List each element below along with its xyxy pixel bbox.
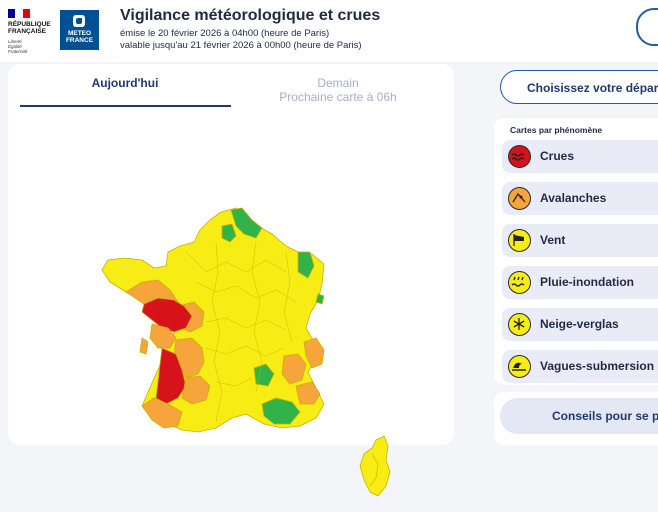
map-orange-isere[interactable] — [295, 381, 321, 405]
map-orange-coast[interactable] — [139, 337, 149, 355]
tab-tomorrow[interactable]: Demain Prochaine carte à 06h — [238, 76, 438, 104]
phenomenon-crues[interactable]: Crues — [502, 140, 658, 173]
flood-waves-icon — [508, 145, 531, 168]
rf-motto: Liberté Égalité Fraternité — [8, 39, 28, 54]
valid-until: valable jusqu'au 21 février 2026 à 00h00… — [120, 40, 362, 51]
map-mainland-yellow[interactable] — [101, 207, 325, 433]
map-green-massif-central[interactable] — [253, 363, 275, 387]
phenomenon-label: Crues — [540, 149, 575, 163]
avalanche-icon — [508, 187, 531, 210]
phenomenon-label: Vagues-submersion — [540, 359, 655, 373]
map-green-northwest[interactable] — [221, 223, 237, 243]
wave-submersion-icon — [508, 355, 531, 378]
rf-logo-line2: FRANÇAISE — [8, 28, 46, 35]
meteo-france-logo-text: METEO FRANCE — [65, 30, 94, 44]
issued-time: émise le 20 février 2026 à 04h00 (heure … — [120, 28, 330, 39]
site-header: RÉPUBLIQUE FRANÇAISE Liberté Égalité Frat… — [0, 0, 658, 62]
phenomenon-pluie-inondation[interactable]: Pluie-inondation — [502, 266, 658, 299]
phenomenon-label: Neige-verglas — [540, 317, 619, 331]
advice-panel: Conseils pour se p — [494, 392, 658, 445]
wind-flag-icon — [508, 229, 531, 252]
page-title: Vigilance météorologique et crues — [120, 7, 381, 24]
phenomenon-neige-verglas[interactable]: Neige-verglas — [502, 308, 658, 341]
phenomena-cards-panel: Cartes par phénomène Crues Avalanches Ve… — [494, 118, 658, 385]
map-corsica[interactable] — [359, 435, 391, 497]
map-red-southwest[interactable] — [155, 347, 187, 405]
snowflake-icon — [508, 313, 531, 336]
map-orange-gascony[interactable] — [181, 375, 211, 405]
phenomenon-label: Pluie-inondation — [540, 275, 634, 289]
map-green-vosges[interactable] — [315, 293, 325, 305]
advice-button[interactable]: Conseils pour se p — [500, 398, 658, 434]
map-green-south[interactable] — [261, 397, 301, 425]
map-orange-pyrenees[interactable] — [141, 397, 183, 429]
tab-today[interactable]: Aujourd'hui — [91, 76, 159, 90]
tab-tomorrow-label: Demain — [317, 76, 359, 90]
phenomenon-label: Vent — [540, 233, 566, 247]
map-orange-charente[interactable] — [149, 323, 177, 349]
meteo-france-mark-icon — [73, 15, 85, 27]
map-green-nord[interactable] — [230, 207, 263, 239]
phenomenon-avalanches[interactable]: Avalanches — [502, 182, 658, 215]
tab-tomorrow-next-map: Prochaine carte à 06h — [279, 90, 397, 104]
french-flag-icon — [8, 9, 30, 18]
phenomenon-label: Avalanches — [540, 191, 607, 205]
map-orange-rhone[interactable] — [281, 353, 307, 385]
phenomenon-vent[interactable]: Vent — [502, 224, 658, 257]
phenomenon-vagues-submersion[interactable]: Vagues-submersion — [502, 350, 658, 383]
republique-francaise-logo[interactable]: RÉPUBLIQUE FRANÇAISE Liberté Égalité Frat… — [8, 9, 56, 54]
phenomena-cards-title: Cartes par phénomène — [510, 125, 603, 135]
vigilance-map-panel: Aujourd'hui Demain Prochaine carte à 06h — [8, 64, 454, 497]
meteo-france-logo[interactable]: METEO FRANCE — [60, 10, 99, 50]
map-green-lorraine[interactable] — [297, 251, 315, 279]
map-orange-alps[interactable] — [303, 337, 325, 369]
france-vigilance-map[interactable] — [86, 142, 406, 512]
rain-flood-icon — [508, 271, 531, 294]
rf-logo-line1: RÉPUBLIQUE — [8, 21, 51, 28]
active-tab-indicator — [20, 105, 231, 107]
map-red-centre-west[interactable] — [141, 297, 193, 333]
header-menu-button[interactable] — [636, 8, 658, 46]
choose-department-button[interactable]: Choisissez votre départ — [500, 70, 658, 104]
map-department-borders — [185, 241, 297, 423]
